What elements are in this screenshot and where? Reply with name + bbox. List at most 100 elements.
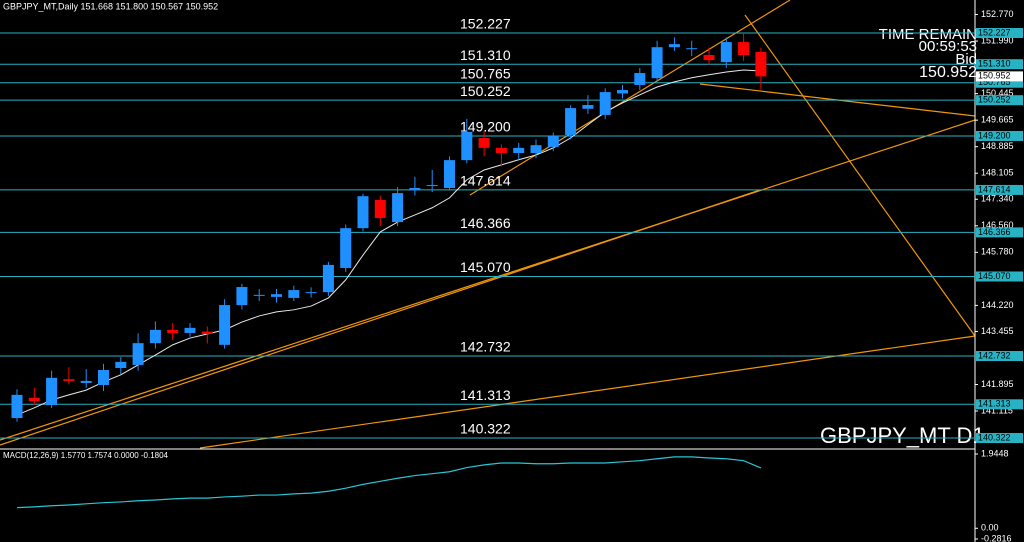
- bid-value: 150.952: [919, 64, 977, 81]
- bid-box: [976, 71, 1023, 82]
- candle-body: [565, 108, 577, 135]
- axis-level-label: 152.227: [978, 27, 1011, 37]
- level-label: 145.070: [460, 259, 511, 275]
- candle-body: [582, 105, 594, 109]
- y-tick-label: 143.455: [981, 326, 1014, 336]
- candle-body: [80, 380, 92, 383]
- y-tick-label: 149.665: [981, 115, 1014, 125]
- axis-level-label: 146.366: [978, 227, 1011, 237]
- candle-body: [201, 331, 213, 334]
- axis-level-box: [976, 59, 1023, 70]
- candle-body: [686, 48, 698, 50]
- level-label: 150.765: [460, 65, 511, 81]
- y-tick-label: 144.220: [981, 300, 1014, 310]
- axis-level-label: 147.614: [978, 184, 1011, 194]
- candle-body: [167, 329, 179, 333]
- axis-level-box: [976, 95, 1023, 106]
- y-tick-label: 148.105: [981, 168, 1014, 178]
- macd-label: MACD(12,26,9) 1.5770 1.7574 0.0000 -0.18…: [3, 451, 169, 460]
- y-tick-label: 152.770: [981, 9, 1014, 19]
- axis-level-label: 141.313: [978, 399, 1011, 409]
- candle-body: [132, 343, 144, 365]
- level-label: 146.366: [460, 215, 511, 231]
- candle-body: [668, 44, 680, 48]
- candle-body: [184, 327, 196, 333]
- level-label: 142.732: [460, 339, 511, 355]
- candle-body: [409, 188, 421, 191]
- candle-body: [340, 228, 352, 268]
- candle-body: [28, 397, 40, 402]
- axis-level-label: 150.252: [978, 95, 1011, 105]
- macd-line: [16, 456, 762, 509]
- axis-level-box: [976, 77, 1023, 88]
- candle-body: [374, 199, 386, 218]
- candle-body: [599, 92, 611, 115]
- axis-level-label: 140.322: [978, 432, 1011, 442]
- axis-level-box: [976, 27, 1023, 38]
- axis-level-box: [976, 227, 1023, 238]
- candle-body: [11, 394, 23, 418]
- candle-body: [426, 184, 438, 186]
- candle-body: [357, 196, 369, 229]
- candle-body: [478, 138, 490, 148]
- candle-body: [444, 160, 455, 189]
- candle-body: [219, 305, 231, 345]
- trend-line: [0, 119, 976, 441]
- candle-body: [703, 55, 715, 61]
- axis-level-label: 142.732: [978, 350, 1011, 360]
- candle-body: [288, 290, 300, 298]
- candle-body: [634, 73, 646, 85]
- axis-level-box: [976, 184, 1023, 195]
- axis-level-box: [976, 351, 1023, 362]
- candle-body: [755, 52, 767, 77]
- trend-lines: [0, 0, 976, 449]
- candle-body: [98, 370, 109, 385]
- bid-axis-label: 150.952: [978, 71, 1011, 81]
- axis-level-box: [976, 399, 1023, 410]
- candle-body: [738, 42, 750, 56]
- trend-line: [744, 14, 976, 337]
- candle-body: [495, 147, 507, 153]
- level-label: 149.200: [460, 119, 511, 135]
- candle-body: [305, 292, 317, 294]
- level-label: 141.313: [460, 387, 511, 403]
- axis-level-label: 149.200: [978, 130, 1011, 140]
- candle-body: [115, 361, 127, 368]
- level-label: 151.310: [460, 47, 511, 63]
- y-tick-label: 147.340: [981, 194, 1014, 204]
- candle-body: [63, 379, 75, 381]
- chart-info: GBPJPY_MT,Daily 151.668 151.800 150.567 …: [3, 1, 218, 11]
- trend-line: [199, 335, 976, 449]
- y-tick-label: -0.2816: [981, 533, 1012, 542]
- candle-body: [513, 147, 525, 153]
- candle-body: [392, 193, 404, 223]
- candle-body: [236, 287, 248, 306]
- axis-level-box: [976, 432, 1023, 443]
- timer-label: TIME REMAIN: [879, 26, 977, 43]
- y-tick-label: 0.00: [981, 523, 999, 533]
- candle-body: [547, 135, 559, 147]
- candle-body: [271, 294, 282, 297]
- symbol-label: GBPJPY_MT D1: [820, 423, 985, 448]
- candle-body: [461, 131, 473, 161]
- level-label: 152.227: [460, 16, 511, 32]
- y-tick-label: 148.885: [981, 141, 1014, 151]
- candle-body: [46, 377, 58, 406]
- y-tick-label: 150.445: [981, 88, 1014, 98]
- candle-body: [617, 90, 628, 94]
- candle-body: [720, 42, 732, 63]
- y-tick-label: 141.895: [981, 379, 1014, 389]
- axis-level-box: [976, 130, 1023, 141]
- y-tick-label: 145.780: [981, 247, 1014, 257]
- candle-body: [149, 329, 161, 344]
- axis-level-label: 145.070: [978, 271, 1011, 281]
- y-tick-label: 146.560: [981, 220, 1014, 230]
- axis-level-box: [976, 271, 1023, 282]
- y-tick-label: 151.990: [981, 35, 1014, 45]
- axis-level-label: 151.310: [978, 59, 1011, 69]
- y-tick-label: 141.115: [981, 405, 1013, 415]
- candle-body: [651, 47, 663, 79]
- axis-level-label: 150.765: [978, 77, 1011, 87]
